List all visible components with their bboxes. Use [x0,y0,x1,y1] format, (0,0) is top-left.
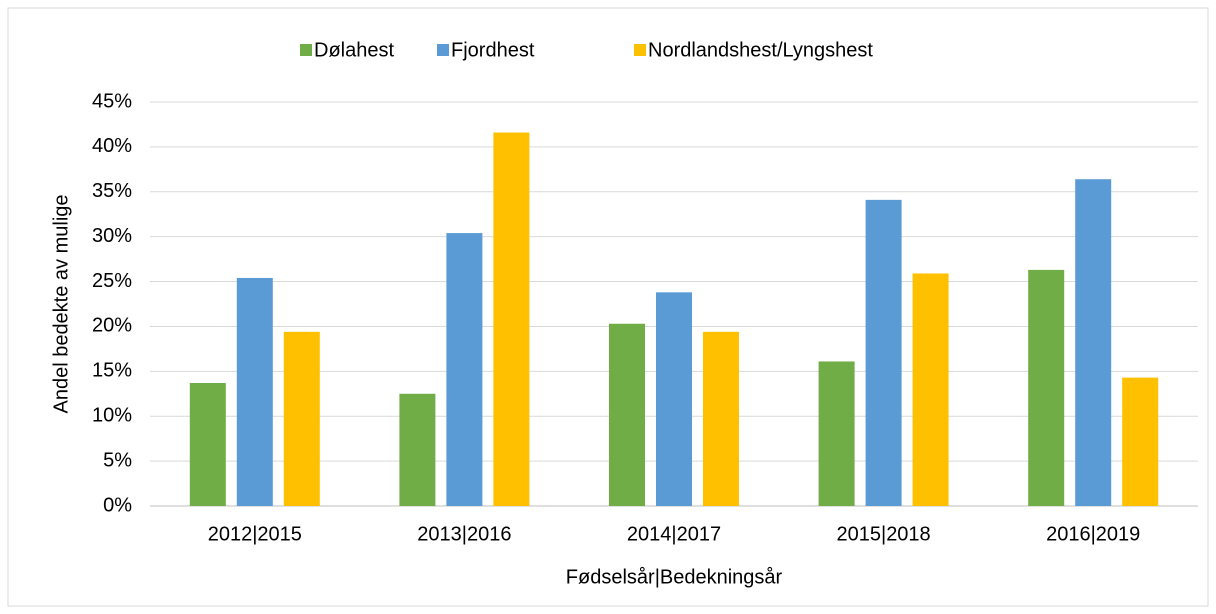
y-tick-label: 5% [103,449,132,471]
legend-label: Nordlandshest/Lyngshest [648,39,873,61]
bar [283,331,320,506]
bar [446,233,483,506]
legend-swatch [634,44,646,56]
bar [656,292,692,506]
y-axis-title: Andel bedekte av mulige [50,194,72,413]
x-tick-label: 2014|2017 [627,523,721,545]
bar [703,331,739,506]
x-axis-title: Fødselsår|Bedekningsår [566,566,783,588]
x-tick-label: 2016|2019 [1046,523,1140,545]
x-tick-label: 2012|2015 [208,523,302,545]
bar [609,323,645,506]
legend-swatch [437,44,449,56]
legend-label: Dølahest [314,39,394,61]
x-tick-label: 2013|2016 [417,523,511,545]
chart-border [7,7,1209,607]
y-tick-label: 30% [92,225,132,247]
bar [1075,179,1112,506]
bar [818,361,855,506]
y-tick-label: 15% [92,360,132,382]
bar [912,273,949,506]
bar [236,277,273,506]
y-tick-label: 45% [92,90,132,112]
y-tick-label: 40% [92,135,132,157]
y-tick-label: 0% [103,494,132,516]
x-tick-label: 2015|2018 [837,523,931,545]
bar [189,383,226,506]
y-tick-label: 10% [92,405,132,427]
y-tick-label: 20% [92,315,132,337]
legend-swatch [300,44,312,56]
bar [1122,377,1159,506]
y-tick-label: 35% [92,180,132,202]
bar [493,132,530,506]
y-tick-label: 25% [92,270,132,292]
bar [865,199,902,506]
bar [399,393,436,506]
bar [1028,269,1065,506]
legend-label: Fjordhest [451,39,535,61]
